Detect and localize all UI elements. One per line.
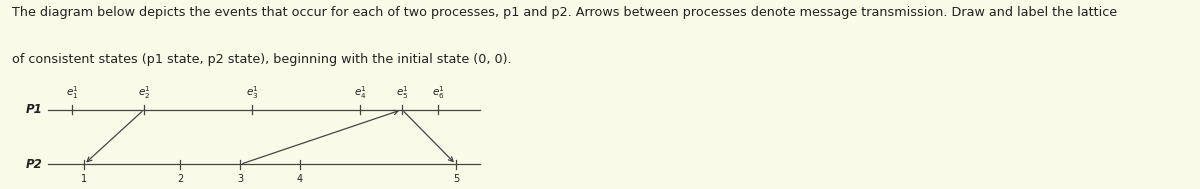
Text: $e_2^1$: $e_2^1$ — [138, 84, 150, 101]
Text: 1: 1 — [80, 174, 88, 184]
Text: 5: 5 — [452, 174, 460, 184]
Text: P2: P2 — [25, 158, 42, 171]
Text: 3: 3 — [236, 174, 244, 184]
Text: of consistent states (p1 state, p2 state), beginning with the initial state (0, : of consistent states (p1 state, p2 state… — [12, 53, 511, 66]
Text: The diagram below depicts the events that occur for each of two processes, p1 an: The diagram below depicts the events tha… — [12, 6, 1117, 19]
Text: $e_4^1$: $e_4^1$ — [354, 84, 366, 101]
Text: 2: 2 — [176, 174, 184, 184]
Text: $e_6^1$: $e_6^1$ — [432, 84, 444, 101]
Text: $e_3^1$: $e_3^1$ — [246, 84, 258, 101]
Text: $e_5^1$: $e_5^1$ — [396, 84, 408, 101]
Text: P1: P1 — [25, 103, 42, 116]
Text: 4: 4 — [296, 174, 304, 184]
Text: $e_1^1$: $e_1^1$ — [66, 84, 78, 101]
